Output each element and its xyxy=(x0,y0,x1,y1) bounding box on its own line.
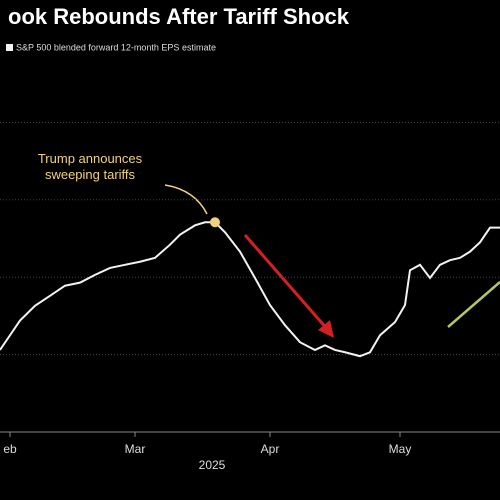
annotation-arrow xyxy=(164,184,208,215)
data-line xyxy=(0,221,500,358)
legend-label: S&P 500 blended forward 12-month EPS est… xyxy=(16,42,216,52)
highlight-point xyxy=(210,217,220,228)
year-label: 2025 xyxy=(199,458,226,472)
chart-title: ook Rebounds After Tariff Shock xyxy=(8,4,350,29)
x-tick-label: Mar xyxy=(125,442,146,456)
plot: eb Mar Apr May Trump announces sweeping tarif… xyxy=(0,121,500,456)
up-arrow xyxy=(447,281,500,328)
annotation: Trump announces sweeping tariffs xyxy=(38,151,143,182)
x-tick-label: eb xyxy=(3,442,17,456)
x-tick-label: Apr xyxy=(261,442,280,456)
x-tick-label: May xyxy=(389,442,412,456)
arrow-head xyxy=(318,320,334,338)
down-arrow xyxy=(243,234,330,331)
legend-swatch xyxy=(6,44,13,51)
